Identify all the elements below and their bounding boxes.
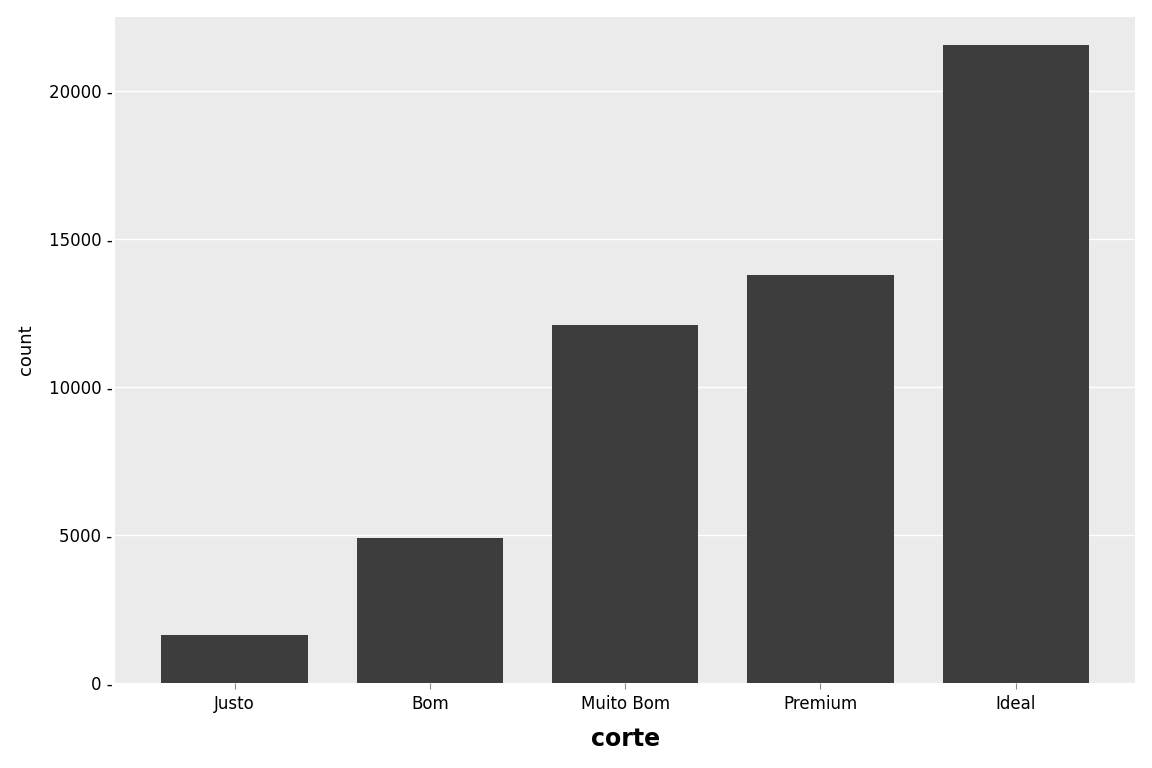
X-axis label: corte: corte bbox=[591, 727, 660, 751]
Y-axis label: count: count bbox=[16, 325, 35, 375]
Bar bbox=[748, 275, 894, 683]
Bar bbox=[357, 538, 503, 683]
Bar bbox=[942, 45, 1089, 683]
Bar bbox=[161, 635, 308, 683]
Bar bbox=[552, 325, 698, 683]
